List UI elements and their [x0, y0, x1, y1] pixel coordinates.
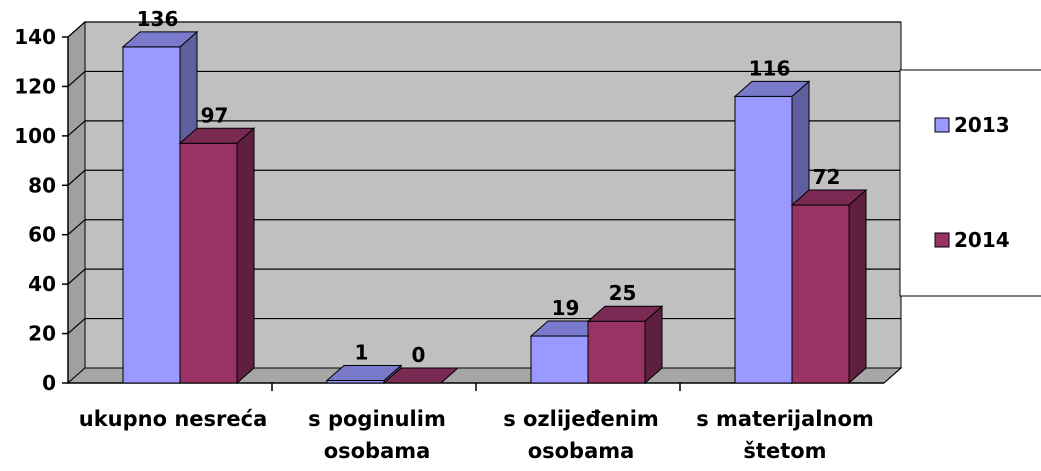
- x-tick-label: osobama: [528, 439, 635, 463]
- bar-top: [790, 189, 868, 206]
- data-label: 136: [137, 7, 179, 31]
- legend-box: [899, 69, 1041, 297]
- gridline: [67, 70, 901, 87]
- y-tick-label: 140: [14, 25, 56, 49]
- data-label: 1: [355, 341, 369, 365]
- x-tick-label: s ozlijeđenim: [503, 407, 659, 431]
- bar: [586, 305, 664, 385]
- x-tick-label: osobama: [324, 439, 431, 463]
- bar-front: [734, 95, 793, 384]
- data-label: 19: [552, 296, 580, 320]
- bar-top: [586, 305, 664, 322]
- bar: [790, 188, 868, 385]
- y-tick-label: 20: [28, 322, 56, 346]
- data-label: 72: [813, 165, 841, 189]
- x-tick-label: ukupno nesreća: [79, 407, 268, 431]
- bar-top: [121, 31, 199, 48]
- bar-front: [530, 335, 589, 384]
- floor-edge: [883, 367, 902, 384]
- y-tick-label: 80: [28, 173, 56, 197]
- x-tick-label: s poginulim: [308, 407, 446, 431]
- bar-side: [848, 188, 867, 385]
- legend-label: 2013: [954, 113, 1010, 137]
- bar-front: [587, 320, 646, 384]
- legend: 2013 2014: [899, 69, 1041, 297]
- y-tick-label: 120: [14, 74, 56, 98]
- bar-top: [382, 367, 460, 384]
- data-label: 0: [412, 343, 426, 367]
- bar-front: [179, 142, 238, 384]
- data-label: 116: [749, 56, 791, 80]
- x-tick-label: s materijalnom: [696, 407, 874, 431]
- bar-top: [733, 80, 811, 97]
- data-label: 97: [201, 103, 229, 127]
- gridline: [67, 268, 901, 285]
- bar-front: [122, 46, 181, 384]
- bar-top: [178, 127, 256, 144]
- legend-swatch: [934, 232, 950, 248]
- legend-swatch: [934, 117, 950, 133]
- bar-top: [325, 365, 403, 382]
- gridline: [67, 169, 901, 186]
- data-label: 25: [609, 281, 637, 305]
- y-tick-label: 40: [28, 272, 56, 296]
- bar: [382, 367, 460, 384]
- x-tick-label: štetom: [743, 439, 826, 463]
- y-tick-label: 0: [42, 371, 56, 395]
- gridline: [67, 21, 901, 38]
- gridline: [67, 219, 901, 236]
- legend-label: 2014: [954, 228, 1010, 252]
- side-wall: [67, 20, 86, 385]
- bar-front: [791, 204, 850, 384]
- bar: [178, 127, 256, 385]
- y-tick-label: 60: [28, 223, 56, 247]
- gridline: [67, 120, 901, 137]
- y-tick-label: 100: [14, 124, 56, 148]
- bar-side: [236, 127, 255, 385]
